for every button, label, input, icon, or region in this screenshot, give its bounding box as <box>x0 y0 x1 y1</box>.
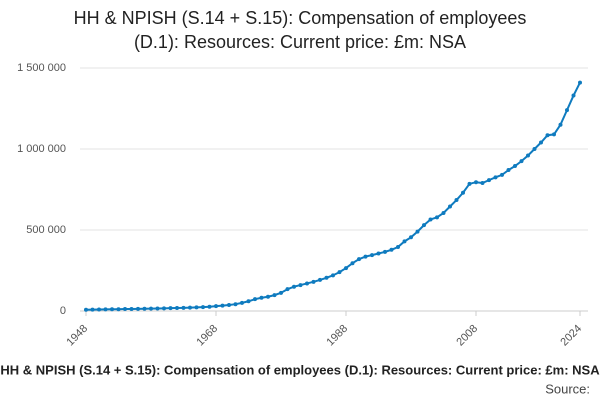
y-tick-label: 0 <box>60 305 66 317</box>
point <box>461 190 465 195</box>
point <box>376 251 381 256</box>
point <box>565 108 569 113</box>
point <box>435 215 439 220</box>
point <box>214 304 218 309</box>
point <box>298 283 303 288</box>
point <box>409 235 413 240</box>
point <box>318 277 322 282</box>
point <box>136 306 140 311</box>
x-tick-label: 2008 <box>454 323 480 349</box>
point <box>357 257 361 262</box>
point <box>84 307 88 312</box>
y-tick-label: 1 500 000 <box>17 62 66 74</box>
point <box>175 306 179 311</box>
x-tick-label: 1948 <box>64 323 90 349</box>
point <box>311 279 316 284</box>
point <box>253 297 257 302</box>
point <box>292 284 296 289</box>
point <box>116 307 121 312</box>
chart-title: (D.1): Resources: Current price: £m: NSA <box>134 32 466 52</box>
point <box>97 307 101 312</box>
point <box>305 281 309 286</box>
point <box>578 80 582 85</box>
point <box>441 210 446 215</box>
point <box>246 299 251 304</box>
point <box>123 307 127 312</box>
point <box>337 270 342 275</box>
point <box>324 275 329 280</box>
y-tick-label: 500 000 <box>26 224 66 236</box>
point <box>207 304 212 309</box>
point <box>396 245 400 250</box>
point <box>480 181 485 186</box>
x-tick-label: 1968 <box>194 323 220 349</box>
point <box>220 303 225 308</box>
point <box>532 147 537 151</box>
point <box>519 159 524 164</box>
point <box>350 261 355 266</box>
point <box>415 229 420 234</box>
point <box>142 306 147 311</box>
point <box>279 290 283 295</box>
point <box>402 239 407 244</box>
point <box>110 307 114 312</box>
point <box>448 204 452 209</box>
point <box>500 172 504 177</box>
point <box>545 133 550 138</box>
point <box>526 153 530 158</box>
point <box>181 305 186 310</box>
point <box>201 305 205 310</box>
point <box>272 293 277 298</box>
point <box>513 164 517 169</box>
point <box>467 181 472 186</box>
point <box>331 273 335 278</box>
point <box>370 253 374 258</box>
point <box>103 307 108 312</box>
point <box>422 223 426 228</box>
point <box>506 168 511 173</box>
point <box>428 217 433 222</box>
y-tick-label: 1 000 000 <box>17 143 66 155</box>
point <box>389 247 394 252</box>
point <box>363 254 368 259</box>
point <box>259 295 264 300</box>
point <box>194 305 199 310</box>
point <box>552 132 556 137</box>
source: Source: <box>545 381 590 396</box>
point <box>558 122 563 127</box>
footer-title: HH & NPISH (S.14 + S.15): Compensation o… <box>0 362 600 377</box>
point <box>162 306 166 311</box>
point <box>493 175 498 180</box>
point <box>129 306 134 311</box>
point <box>571 93 576 98</box>
point <box>155 306 160 311</box>
point <box>487 178 491 183</box>
chart-title: HH & NPISH (S.14 + S.15): Compensation o… <box>74 8 527 28</box>
point <box>227 303 231 308</box>
point <box>454 198 459 203</box>
point <box>383 249 387 254</box>
point <box>285 287 290 292</box>
point <box>344 266 348 271</box>
point <box>188 305 192 310</box>
point <box>539 140 543 145</box>
point <box>90 307 95 312</box>
x-tick-label: 1988 <box>324 323 350 349</box>
point <box>168 306 173 311</box>
point <box>266 294 270 299</box>
point <box>240 300 244 305</box>
point <box>149 306 153 311</box>
x-tick-label: 2024 <box>558 323 584 349</box>
point <box>474 180 478 185</box>
point <box>233 302 238 307</box>
